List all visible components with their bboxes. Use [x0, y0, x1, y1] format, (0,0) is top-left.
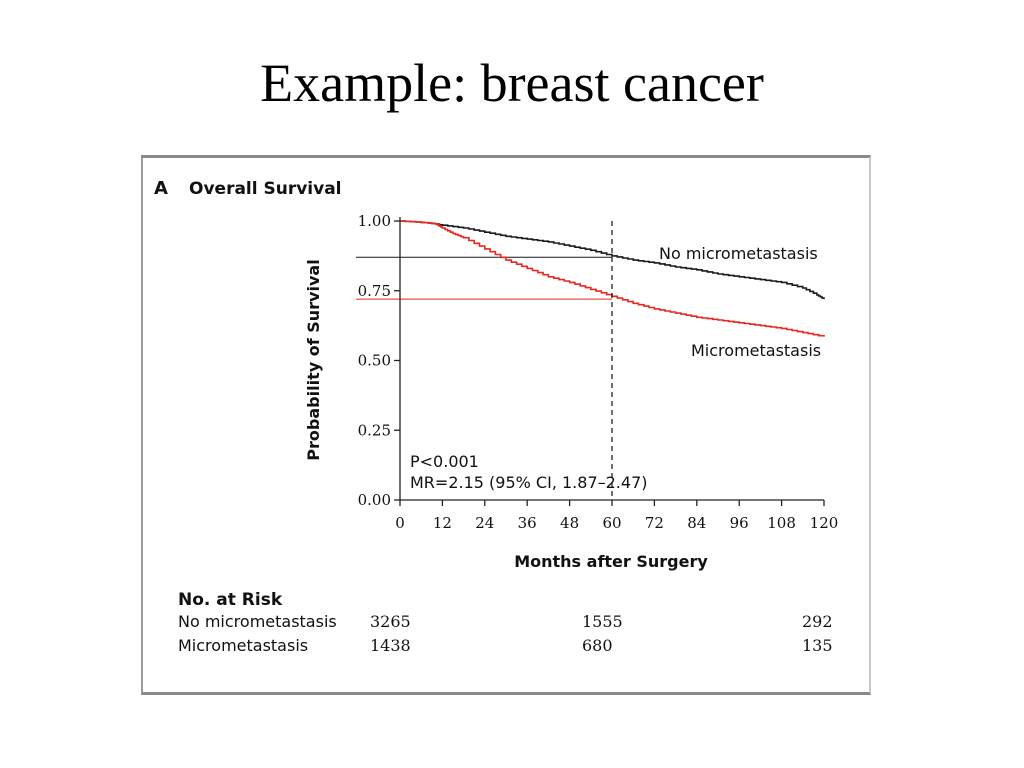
- curve-micrometastasis: [400, 220, 825, 337]
- p-value-annotation: P<0.001: [410, 452, 479, 471]
- axes: 0.00 0.25 0.50 0.75 1.00 0 12 24 36 48 60 72 84 96 108…: [358, 212, 839, 532]
- risk-value-month-60: 1555: [582, 612, 623, 631]
- y-tick-label: 0.00: [358, 491, 391, 509]
- x-tick-label: 36: [518, 514, 537, 532]
- curve-no-micrometastasis: [400, 220, 825, 300]
- legend-no-micrometastasis: No micrometastasis: [659, 244, 818, 263]
- legend-micrometastasis: Micrometastasis: [691, 341, 821, 360]
- y-axis-title: Probability of Survival: [304, 259, 323, 460]
- x-axis-title: Months after Surgery: [514, 552, 708, 571]
- y-tick-label: 1.00: [358, 212, 391, 230]
- risk-table-heading: No. at Risk: [178, 590, 283, 610]
- risk-value-month-60: 680: [582, 636, 613, 655]
- x-tick-label: 24: [475, 514, 494, 532]
- risk-table: No. at Risk No micrometastasis 3265 1555…: [178, 590, 858, 660]
- slide-title: Example: breast cancer: [260, 53, 764, 113]
- y-tick-label: 0.50: [358, 352, 391, 370]
- y-tick-label: 0.25: [358, 421, 391, 439]
- risk-row-label: Micrometastasis: [178, 636, 309, 655]
- x-tick-label: 120: [810, 514, 839, 532]
- risk-row-no-micrometastasis: No micrometastasis 3265 1555 292: [178, 612, 858, 636]
- risk-row-label: No micrometastasis: [178, 612, 337, 631]
- risk-row-micrometastasis: Micrometastasis 1438 680 135: [178, 636, 858, 660]
- y-tick-label: 0.75: [358, 282, 391, 300]
- risk-value-month-0: 1438: [370, 636, 411, 655]
- x-tick-label: 84: [687, 514, 706, 532]
- x-tick-label: 0: [395, 514, 405, 532]
- x-tick-label: 108: [767, 514, 796, 532]
- figure-frame: [141, 155, 871, 695]
- panel-title: Overall Survival: [189, 179, 342, 199]
- x-tick-label: 96: [730, 514, 749, 532]
- panel-letter: A: [154, 178, 168, 199]
- risk-value-month-0: 3265: [370, 612, 411, 631]
- risk-value-month-120: 135: [802, 636, 833, 655]
- x-tick-label: 12: [433, 514, 452, 532]
- x-tick-label: 48: [560, 514, 579, 532]
- reference-lines: [356, 256, 612, 300]
- risk-value-month-120: 292: [802, 612, 833, 631]
- x-tick-label: 72: [645, 514, 664, 532]
- survival-curves: [400, 220, 825, 337]
- x-tick-label: 60: [602, 514, 621, 532]
- mr-annotation: MR=2.15 (95% CI, 1.87–2.47): [410, 473, 647, 492]
